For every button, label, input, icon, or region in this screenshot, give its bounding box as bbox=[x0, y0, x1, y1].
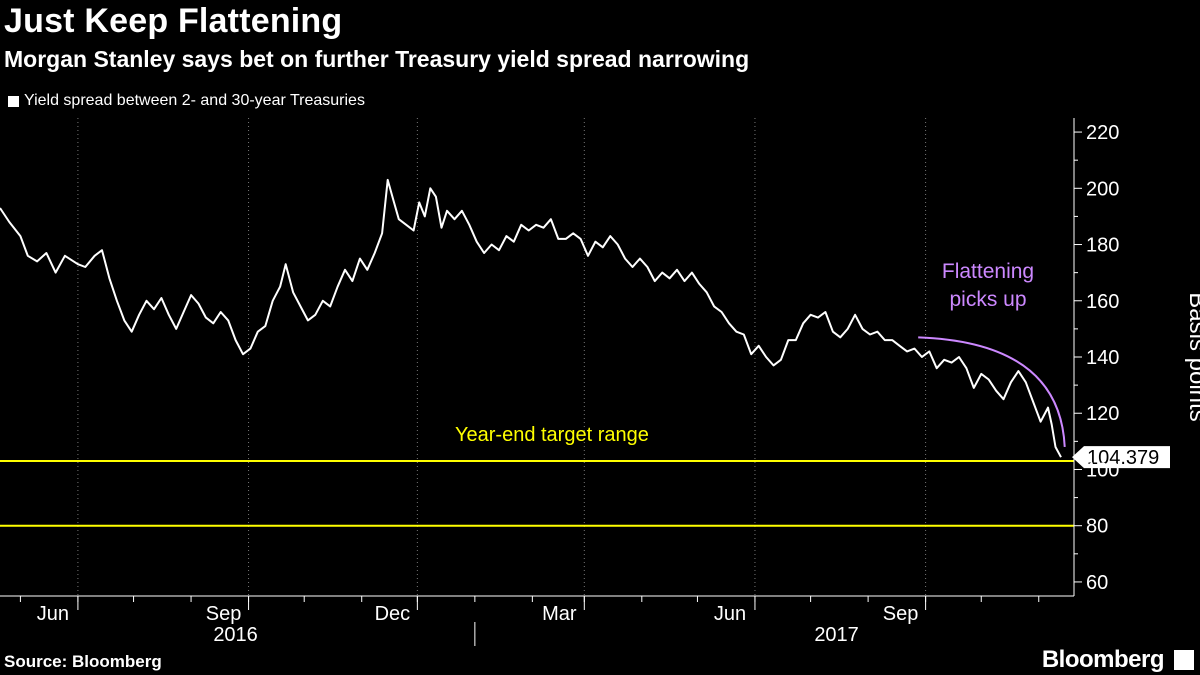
annotation-curve bbox=[918, 336, 1066, 448]
bloomberg-square-icon bbox=[1174, 650, 1194, 670]
annotations: Flattening picks up bbox=[918, 260, 1066, 448]
legend-label: Yield spread between 2- and 30-year Trea… bbox=[24, 92, 365, 109]
annotation-text: Flattening bbox=[942, 260, 1034, 283]
legend: Yield spread between 2- and 30-year Trea… bbox=[8, 92, 365, 110]
x-tick-label: Jun bbox=[714, 603, 746, 625]
year-label: 2017 bbox=[814, 624, 859, 646]
bloomberg-logo: Bloomberg bbox=[1041, 646, 1165, 673]
x-tick-label: Sep bbox=[883, 603, 919, 625]
x-tick-label: Jun bbox=[37, 603, 69, 625]
target-range-label: Year-end target range bbox=[455, 424, 649, 446]
year-label: 2016 bbox=[213, 624, 258, 646]
x-tick-label: Mar bbox=[542, 603, 577, 625]
chart-subtitle: Morgan Stanley says bet on further Treas… bbox=[4, 46, 750, 72]
x-tick-label: Dec bbox=[375, 603, 411, 625]
y-axis-title: Basis points bbox=[1184, 292, 1200, 421]
target-range: Year-end target range bbox=[0, 424, 1074, 527]
last-value-marker bbox=[1072, 446, 1170, 469]
y-tick-label: 80 bbox=[1086, 516, 1108, 538]
y-tick-label: 120 bbox=[1086, 403, 1119, 425]
chart-title: Just Keep Flattening bbox=[4, 2, 343, 40]
annotation-text: picks up bbox=[949, 288, 1026, 311]
last-value-label: 104.379 bbox=[1087, 447, 1159, 469]
y-tick-label: 160 bbox=[1086, 291, 1119, 313]
series: 104.379 bbox=[0, 178, 1170, 469]
y-tick-label: 200 bbox=[1086, 178, 1119, 200]
legend-swatch bbox=[8, 95, 19, 107]
series-line bbox=[0, 178, 1062, 458]
y-tick-label: 60 bbox=[1086, 572, 1108, 594]
grid bbox=[77, 118, 927, 596]
y-tick-label: 100 bbox=[1086, 459, 1119, 481]
source-note: Source: Bloomberg bbox=[4, 652, 162, 671]
x-tick-label: Sep bbox=[206, 603, 242, 625]
y-tick-label: 220 bbox=[1086, 122, 1119, 144]
y-tick-label: 180 bbox=[1086, 235, 1119, 257]
y-tick-label: 140 bbox=[1086, 347, 1119, 369]
axes: 60 80 100 120 140 160 180 200 220 Basis points Jun… bbox=[0, 118, 1200, 646]
